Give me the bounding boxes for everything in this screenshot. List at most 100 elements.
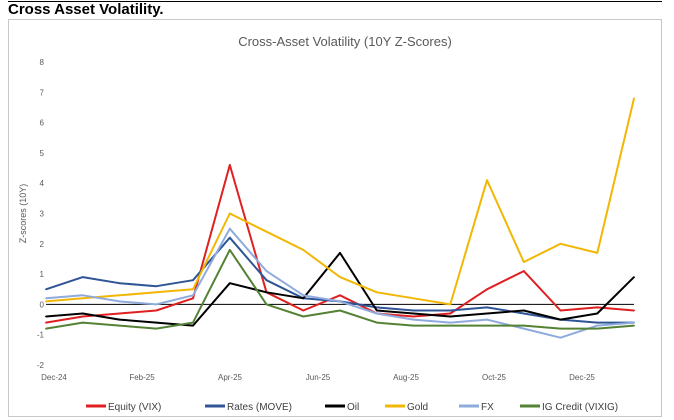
x-tick-label: Jun-25 <box>306 373 331 382</box>
data-point <box>375 312 378 315</box>
data-point <box>375 291 378 294</box>
data-point <box>522 312 525 315</box>
data-point <box>412 312 415 315</box>
data-point <box>559 336 562 339</box>
y-tick-label: -2 <box>37 361 45 370</box>
data-point <box>265 230 268 233</box>
data-point <box>155 321 158 324</box>
data-point <box>449 324 452 327</box>
data-point <box>522 324 525 327</box>
y-tick-label: 4 <box>40 179 45 188</box>
data-point <box>45 288 47 291</box>
data-point <box>81 312 84 315</box>
data-point <box>228 164 231 166</box>
legend-label: FX <box>481 402 494 413</box>
data-point <box>45 300 47 303</box>
data-point <box>412 318 415 321</box>
data-point <box>596 327 599 330</box>
data-point <box>633 276 635 279</box>
data-point <box>449 303 452 306</box>
data-point <box>522 309 525 312</box>
data-point <box>486 312 488 315</box>
data-point <box>228 248 231 251</box>
data-point <box>155 327 158 330</box>
data-point <box>633 97 635 100</box>
data-point <box>228 282 231 285</box>
data-point <box>265 303 268 306</box>
x-tick-label: Apr-25 <box>218 373 243 382</box>
data-point <box>596 251 599 254</box>
data-point <box>155 285 158 288</box>
data-point <box>118 294 121 297</box>
data-point <box>192 321 194 324</box>
data-point <box>449 309 452 312</box>
data-point <box>375 321 378 324</box>
x-tick-label: Aug-25 <box>393 373 419 382</box>
data-point <box>339 276 341 279</box>
data-point <box>596 324 599 327</box>
series-line-gold <box>45 98 635 306</box>
data-point <box>412 324 415 327</box>
data-point <box>412 309 415 312</box>
data-point <box>339 309 341 312</box>
data-point <box>302 315 305 318</box>
data-point <box>228 236 231 239</box>
data-point <box>228 227 231 230</box>
data-point <box>486 179 488 182</box>
data-point <box>559 242 562 245</box>
data-point <box>486 306 488 309</box>
data-point <box>559 327 562 330</box>
y-axis-label: Z-scores (10Y) <box>18 184 28 244</box>
data-point <box>155 291 158 294</box>
data-point <box>155 309 158 312</box>
data-point <box>412 297 415 300</box>
data-point <box>118 324 121 327</box>
data-point <box>339 251 341 254</box>
legend-label: IG Credit (VIXIG) <box>542 402 618 413</box>
data-point <box>45 315 47 318</box>
y-tick-label: -1 <box>37 331 45 340</box>
data-point <box>486 318 488 321</box>
data-point <box>302 309 305 312</box>
y-tick-label: 2 <box>40 240 45 249</box>
data-point <box>265 291 268 294</box>
data-point <box>45 321 47 324</box>
data-point <box>45 297 47 300</box>
data-point <box>522 270 525 272</box>
y-tick-label: 3 <box>40 210 45 219</box>
data-point <box>486 288 488 291</box>
y-tick-label: 6 <box>40 119 45 128</box>
data-point <box>45 327 47 330</box>
series-line-oil <box>45 251 635 327</box>
data-point <box>192 288 194 291</box>
chart-frame: Cross-Asset Volatility (10Y Z-Scores) Z-s… <box>8 19 662 417</box>
data-point <box>118 318 121 321</box>
legend-label: Rates (MOVE) <box>227 402 292 413</box>
data-point <box>596 306 599 309</box>
data-point <box>375 309 378 312</box>
data-point <box>522 261 525 263</box>
y-tick-label: 1 <box>40 270 45 279</box>
data-point <box>118 282 121 285</box>
data-point <box>118 312 121 315</box>
data-point <box>633 324 635 327</box>
data-point <box>339 294 341 297</box>
line-chart: Cross-Asset Volatility (10Y Z-Scores) Z-s… <box>18 34 635 413</box>
data-point <box>192 279 194 282</box>
y-tick-label: 8 <box>40 58 45 67</box>
x-tick-label: Feb-25 <box>129 373 155 382</box>
legend-label: Gold <box>407 402 428 413</box>
data-point <box>118 300 121 303</box>
y-tick-label: 0 <box>40 300 45 309</box>
data-point <box>596 321 599 324</box>
data-point <box>449 315 452 318</box>
top-rule <box>8 1 662 2</box>
data-point <box>522 327 525 330</box>
data-point <box>81 321 84 324</box>
data-point <box>265 270 268 272</box>
x-tick-label: Oct-25 <box>482 373 507 382</box>
data-point <box>559 309 562 312</box>
data-point <box>449 312 452 315</box>
data-point <box>596 312 599 315</box>
data-point <box>81 294 84 297</box>
